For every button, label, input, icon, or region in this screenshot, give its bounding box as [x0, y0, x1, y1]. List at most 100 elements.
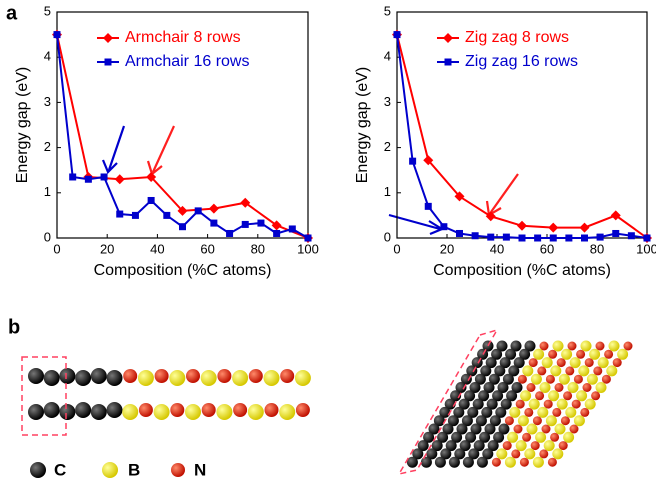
atom: [537, 366, 546, 375]
atom: [540, 342, 549, 351]
atom: [75, 370, 91, 386]
atom: [548, 458, 557, 467]
atom: [559, 374, 570, 385]
marker: [565, 235, 572, 242]
atom: [524, 448, 535, 459]
y-tick-label: 0: [384, 229, 391, 244]
atom: [542, 425, 551, 434]
atom: [435, 457, 446, 468]
atom: [233, 403, 247, 417]
atom: [563, 432, 574, 443]
atom: [555, 383, 564, 392]
panel-label: a: [6, 2, 18, 24]
marker: [257, 220, 264, 227]
atom: [546, 415, 557, 426]
marker: [179, 223, 186, 230]
atom: [496, 448, 507, 459]
marker: [548, 223, 558, 233]
marker: [209, 204, 219, 214]
atom: [606, 365, 617, 376]
atom: [529, 358, 538, 367]
legend-label: Armchair 16 rows: [125, 53, 249, 70]
atom: [186, 369, 200, 383]
atom: [514, 425, 523, 434]
atom: [544, 400, 553, 409]
atom: [580, 408, 589, 417]
atom: [533, 349, 544, 360]
x-tick-label: 40: [150, 241, 164, 256]
atom: [578, 365, 589, 376]
marker: [226, 230, 233, 237]
atom: [574, 375, 583, 384]
atom: [201, 370, 217, 386]
atom: [550, 365, 561, 376]
atom: [295, 370, 311, 386]
marker: [534, 235, 541, 242]
y-tick-label: 2: [44, 139, 51, 154]
atom: [542, 357, 553, 368]
atom: [555, 424, 566, 435]
atom-legend-label: C: [54, 460, 66, 479]
x-tick-label: 60: [200, 241, 214, 256]
x-tick-label: 100: [297, 241, 319, 256]
marker: [580, 223, 590, 233]
marker: [612, 230, 619, 237]
atom-legend-label: B: [128, 460, 140, 479]
atom: [59, 368, 75, 384]
atom: [279, 404, 295, 420]
atom: [535, 432, 546, 443]
x-tick-label: 20: [100, 241, 114, 256]
marker: [581, 235, 588, 242]
atom: [613, 358, 622, 367]
y-tick-label: 3: [384, 94, 391, 109]
atom: [585, 358, 594, 367]
atom: [527, 383, 536, 392]
atom: [170, 403, 184, 417]
marker: [289, 225, 296, 232]
atom: [557, 399, 568, 410]
marker: [195, 207, 202, 214]
marker: [163, 212, 170, 219]
atom: [570, 357, 581, 368]
atom: [505, 416, 514, 425]
atom: [548, 390, 559, 401]
marker: [628, 232, 635, 239]
y-tick-label: 1: [44, 184, 51, 199]
atom: [529, 399, 540, 410]
marker: [409, 158, 416, 165]
atom: [537, 407, 548, 418]
atom: [75, 402, 91, 418]
atom: [604, 350, 613, 359]
atom: [527, 424, 538, 435]
atom: [123, 369, 137, 383]
x-tick-label: 40: [490, 241, 504, 256]
marker: [472, 232, 479, 239]
atom: [544, 440, 555, 451]
atom: [568, 342, 577, 351]
marker: [273, 230, 280, 237]
atom: [581, 341, 592, 352]
legend-marker: [103, 33, 113, 43]
y-tick-label: 2: [384, 139, 391, 154]
marker: [644, 235, 651, 242]
atom: [217, 369, 231, 383]
atom: [576, 390, 587, 401]
atom: [516, 440, 527, 451]
atom: [559, 441, 568, 450]
atom: [548, 350, 557, 359]
atom: [249, 369, 263, 383]
y-axis-label: Energy gap (eV): [354, 67, 371, 184]
marker: [132, 212, 139, 219]
x-tick-label: 100: [636, 241, 656, 256]
atom: [449, 457, 460, 468]
atom: [59, 404, 75, 420]
atom: [531, 441, 540, 450]
marker: [101, 173, 108, 180]
legend-label: Zig zag 8 rows: [465, 29, 569, 46]
legend-label: Zig zag 16 rows: [465, 53, 578, 70]
marker: [519, 235, 526, 242]
atom: [280, 369, 294, 383]
atom: [596, 382, 607, 393]
atom: [477, 457, 488, 468]
atom: [550, 433, 559, 442]
